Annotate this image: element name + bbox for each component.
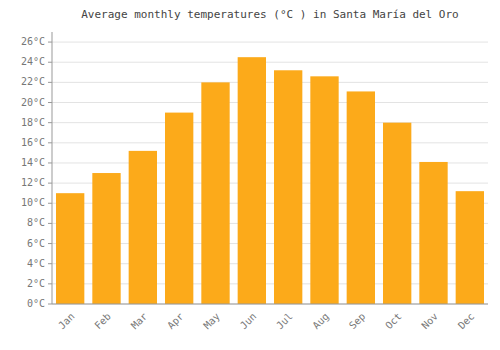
y-tick-label: 18°C (21, 117, 45, 128)
y-tick-label: 0°C (27, 298, 45, 309)
x-tick-label: Jul (274, 311, 295, 332)
chart-title: Average monthly temperatures (°C ) in Sa… (81, 8, 459, 21)
bar (310, 76, 338, 304)
bar (274, 70, 302, 304)
x-axis-line (52, 304, 488, 305)
bar (419, 162, 447, 304)
y-tick-label: 8°C (27, 217, 45, 228)
y-tick-label: 6°C (27, 238, 45, 249)
chart-container: Average monthly temperatures (°C ) in Sa… (0, 0, 500, 350)
bar (129, 151, 157, 304)
x-tick-label: Feb (92, 311, 113, 332)
bars (56, 57, 484, 304)
bar (165, 113, 193, 304)
y-axis: 0°C 2°C 4°C 6°C 8°C 10°C 12°C 14°C 16°C 18°C 20°C 2… (21, 32, 52, 309)
x-tick-label: Nov (419, 311, 440, 332)
y-tick-label: 16°C (21, 137, 45, 148)
x-tick-label: May (201, 311, 222, 332)
bar (56, 193, 84, 304)
bar (456, 191, 484, 304)
y-tick-label: 26°C (21, 36, 45, 47)
y-tick (48, 102, 52, 103)
y-tick (48, 162, 52, 163)
y-tick-label: 14°C (21, 157, 45, 168)
y-tick-label: 24°C (21, 56, 45, 67)
grid-line (52, 122, 488, 123)
y-tick (48, 304, 52, 305)
y-axis-line (52, 32, 53, 304)
y-tick (48, 42, 52, 43)
x-tick-label: Apr (165, 311, 186, 332)
y-tick-label: 12°C (21, 177, 45, 188)
y-tick (48, 283, 52, 284)
y-tick-label: 4°C (27, 258, 45, 269)
grid-line (52, 42, 488, 43)
y-tick (48, 263, 52, 264)
x-axis: Jan Feb Mar Apr May Jun Jul Aug Sep Oct Nov Dec (52, 304, 488, 331)
bar (383, 123, 411, 304)
y-tick (48, 82, 52, 83)
bar (201, 82, 229, 304)
grid-line (52, 304, 488, 305)
bar (347, 91, 375, 304)
x-tick-label: Dec (456, 311, 477, 332)
y-tick (48, 223, 52, 224)
grid-line (52, 62, 488, 63)
bar (238, 57, 266, 304)
grid-line (52, 102, 488, 103)
grid (52, 42, 488, 304)
y-tick (48, 122, 52, 123)
grid-line (52, 142, 488, 143)
grid-line (52, 82, 488, 83)
x-tick-label: Sep (347, 311, 368, 332)
y-tick-label: 10°C (21, 197, 45, 208)
y-tick (48, 203, 52, 204)
y-tick (48, 142, 52, 143)
x-tick-label: Aug (310, 311, 331, 332)
y-tick (48, 62, 52, 63)
x-tick-label: Oct (383, 311, 404, 332)
x-tick-label: Jun (238, 311, 259, 332)
x-tick-label: Mar (129, 311, 150, 332)
y-tick-label: 2°C (27, 278, 45, 289)
x-tick-label: Jan (56, 311, 77, 332)
bar (92, 173, 120, 304)
y-tick-label: 22°C (21, 76, 45, 87)
y-tick-label: 20°C (21, 97, 45, 108)
chart-svg: Average monthly temperatures (°C ) in Sa… (0, 0, 500, 350)
y-tick (48, 243, 52, 244)
y-tick (48, 183, 52, 184)
